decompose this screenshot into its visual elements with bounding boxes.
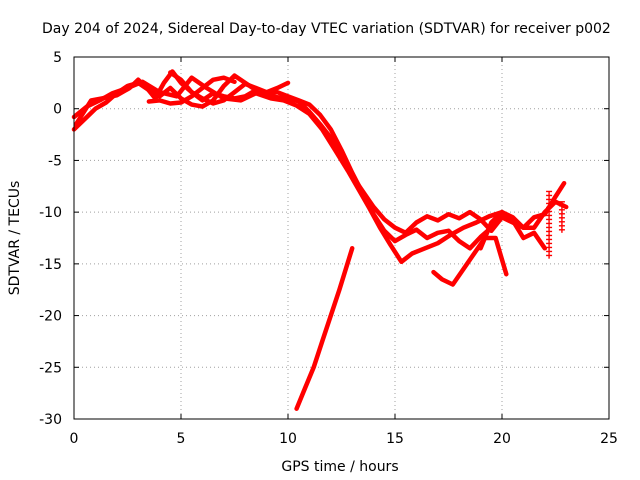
y-tick-label: -5	[48, 153, 62, 169]
y-tick-label: -30	[39, 412, 62, 428]
x-tick-label: 20	[493, 431, 511, 447]
series-line-track-3	[71, 75, 548, 265]
series-line-track-7	[478, 199, 569, 251]
x-tick-label: 15	[386, 431, 404, 447]
x-tick-label: 10	[279, 431, 297, 447]
x-tick-label: 25	[600, 431, 618, 447]
grid-layer	[74, 57, 609, 419]
x-tick-label: 5	[177, 431, 186, 447]
series-line-track-1	[73, 69, 567, 236]
series-line-track-4	[168, 70, 291, 106]
y-tick-label: 5	[53, 50, 62, 66]
y-tick-label: -20	[39, 309, 62, 325]
plot-frame	[73, 56, 610, 420]
y-tick-label: -10	[39, 205, 62, 221]
x-tick-label: 0	[70, 431, 79, 447]
series-line-track-6	[431, 235, 509, 287]
y-tick-label: -15	[39, 257, 62, 273]
y-tick-label: 0	[53, 102, 62, 118]
series-line-track-5	[146, 75, 237, 106]
y-axis-title: SDTVAR / TECUs	[7, 181, 23, 296]
series-line-track-2	[71, 73, 505, 251]
tick-layer: 0 5 10 15 20 25 5 0 -5 -10 -15 -20 -25 -30	[39, 50, 618, 447]
series-layer	[71, 69, 569, 411]
chart-title: Day 204 of 2024, Sidereal Day-to-day VTE…	[42, 21, 611, 37]
y-tick-label: -25	[39, 360, 62, 376]
series-line-track-8	[294, 246, 355, 411]
x-axis-title: GPS time / hours	[281, 459, 398, 475]
